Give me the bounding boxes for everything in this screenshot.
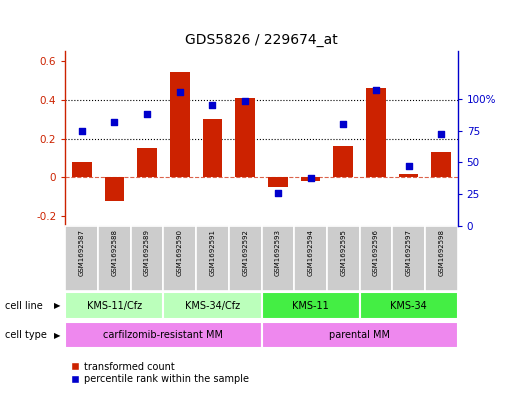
- Text: GSM1692592: GSM1692592: [242, 229, 248, 276]
- Point: [437, 131, 446, 138]
- Bar: [425, 226, 458, 291]
- Bar: [105, 177, 124, 201]
- Bar: [431, 152, 451, 177]
- Point: [208, 102, 217, 108]
- Bar: [262, 292, 360, 319]
- Point: [241, 98, 249, 105]
- Bar: [235, 98, 255, 177]
- Text: KMS-11: KMS-11: [292, 301, 329, 310]
- Text: KMS-34: KMS-34: [390, 301, 427, 310]
- Text: cell line: cell line: [5, 301, 43, 310]
- Text: GSM1692590: GSM1692590: [177, 229, 183, 276]
- Point: [143, 111, 151, 117]
- Bar: [203, 119, 222, 177]
- Bar: [262, 226, 294, 291]
- Point: [372, 87, 380, 93]
- Bar: [65, 292, 163, 319]
- Bar: [137, 148, 157, 177]
- Bar: [360, 292, 458, 319]
- Bar: [163, 226, 196, 291]
- Point: [110, 119, 119, 125]
- Bar: [262, 322, 458, 348]
- Text: GSM1692596: GSM1692596: [373, 229, 379, 276]
- Text: GSM1692587: GSM1692587: [79, 229, 85, 276]
- Bar: [366, 88, 385, 177]
- Legend: transformed count, percentile rank within the sample: transformed count, percentile rank withi…: [70, 362, 249, 384]
- Bar: [163, 292, 262, 319]
- Point: [339, 121, 347, 127]
- Text: carfilzomib-resistant MM: carfilzomib-resistant MM: [104, 330, 223, 340]
- Bar: [72, 162, 92, 177]
- Text: GSM1692595: GSM1692595: [340, 229, 346, 276]
- Point: [404, 163, 413, 169]
- Bar: [360, 226, 392, 291]
- Text: GSM1692593: GSM1692593: [275, 229, 281, 276]
- Bar: [334, 146, 353, 177]
- Bar: [131, 226, 163, 291]
- Bar: [65, 322, 262, 348]
- Point: [274, 190, 282, 196]
- Bar: [301, 177, 320, 181]
- Bar: [392, 226, 425, 291]
- Text: GSM1692594: GSM1692594: [308, 229, 313, 276]
- Text: GDS5826 / 229674_at: GDS5826 / 229674_at: [185, 33, 338, 47]
- Bar: [268, 177, 288, 187]
- Text: ▶: ▶: [54, 331, 60, 340]
- Point: [306, 174, 315, 181]
- Text: GSM1692589: GSM1692589: [144, 229, 150, 276]
- Bar: [327, 226, 360, 291]
- Bar: [294, 226, 327, 291]
- Bar: [170, 72, 190, 177]
- Bar: [196, 226, 229, 291]
- Point: [77, 127, 86, 134]
- Text: GSM1692597: GSM1692597: [406, 229, 412, 276]
- Text: GSM1692591: GSM1692591: [210, 229, 215, 276]
- Bar: [98, 226, 131, 291]
- Text: GSM1692588: GSM1692588: [111, 229, 117, 276]
- Point: [176, 89, 184, 95]
- Bar: [399, 173, 418, 177]
- Text: ▶: ▶: [54, 301, 60, 310]
- Text: GSM1692598: GSM1692598: [438, 229, 444, 276]
- Text: KMS-34/Cfz: KMS-34/Cfz: [185, 301, 240, 310]
- Bar: [229, 226, 262, 291]
- Text: parental MM: parental MM: [329, 330, 390, 340]
- Bar: [65, 226, 98, 291]
- Text: cell type: cell type: [5, 330, 47, 340]
- Text: KMS-11/Cfz: KMS-11/Cfz: [87, 301, 142, 310]
